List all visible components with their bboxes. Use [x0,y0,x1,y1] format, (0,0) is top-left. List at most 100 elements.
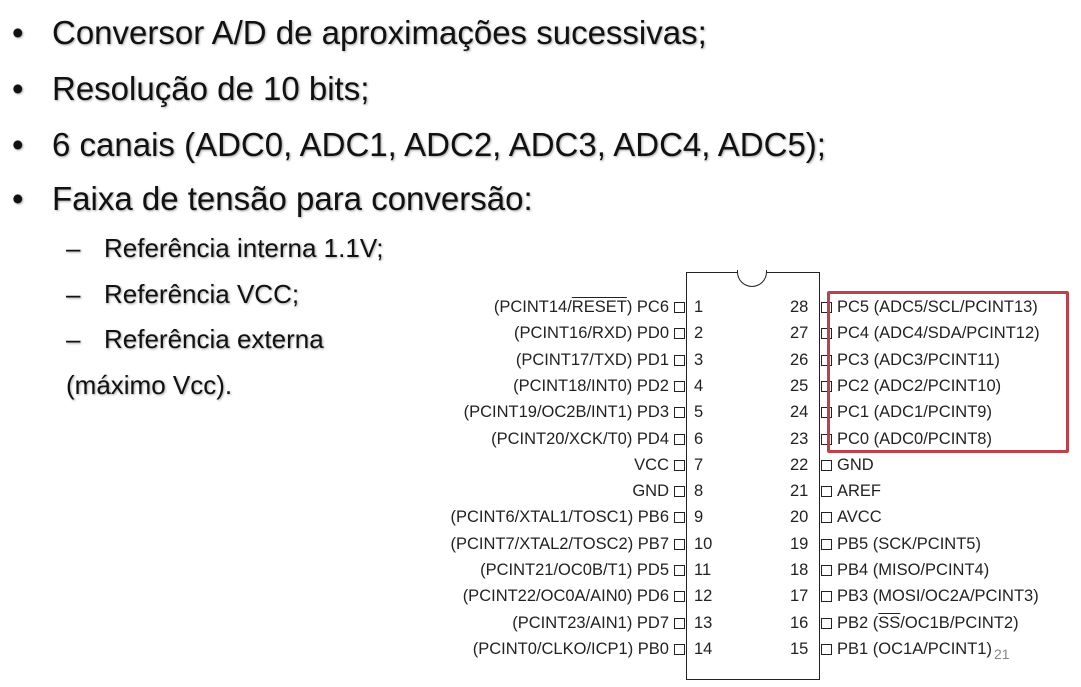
pin-label-text: /OC1B/PCINT2) [900,613,1019,632]
pin-box [821,302,832,313]
dash-glyph: – [66,233,81,263]
pin-box [821,643,832,655]
bullet-glyph: • [12,70,24,107]
pin-label-text: PB3 (MOSI/OC2A/PCINT3) [837,587,1039,606]
dash-glyph: – [66,279,81,309]
pin-box [821,617,832,629]
pin-label: PB3 (MOSI/OC2A/PCINT3) [837,586,1039,606]
pin-box [674,538,685,550]
chip-body [686,272,820,680]
pin-box [674,512,685,524]
pin-label-text: (PCINT6/XTAL1/TOSC1) PB6 [450,508,669,527]
pin-label: (PCINT23/AIN1) PD7 [249,613,669,633]
pin-label: PC3 (ADC3/PCINT11) [837,350,1000,370]
pin-label: (PCINT20/XCK/T0) PD4 [249,429,669,449]
pin-number: 4 [694,376,704,395]
pin-number: 10 [694,534,713,553]
pin-number: 12 [694,587,713,606]
pin-label-text: PB5 (SCK/PCINT5) [837,534,981,553]
pin-label-text: (PCINT18/INT0) PD2 [513,376,669,395]
bullet-glyph: • [12,14,24,51]
pin-box [821,433,832,445]
bullet-text: Resolução de 10 bits; [52,70,370,107]
pin-number: 21 [790,482,809,501]
pin-number: 1 [694,298,704,316]
pin-label-text: PB4 (MISO/PCINT4) [837,561,990,579]
pin-label-text: (PCINT16/RXD) PD0 [514,324,669,343]
bullet-glyph: • [12,180,24,217]
pin-label: (PCINT14/RESET) PC6 [249,297,669,317]
pin-label-text: PC1 (ADC1/PCINT9) [837,403,992,422]
pin-number: 28 [790,298,809,316]
pin-label-text: PB2 ( [837,613,879,632]
pin-number: 23 [790,429,809,448]
pin-label-text: PC4 (ADC4/SDA/PCINT12) [837,324,1040,343]
pin-label-text: (PCINT7/XTAL2/TOSC2) PB7 [450,534,669,553]
pin-number: 11 [694,561,712,579]
pin-label-text: (PCINT14/ [493,298,572,316]
pin-label: (PCINT22/OC0A/AIN0) PD6 [249,586,669,606]
pin-label: (PCINT19/OC2B/INT1) PD3 [249,402,669,422]
pin-label: PB4 (MISO/PCINT4) [837,560,989,580]
slide-number: 21 [994,646,1010,662]
pin-box [674,617,685,629]
pin-number: 8 [694,482,704,501]
pin-label-text: PC3 (ADC3/PCINT11) [837,350,1000,369]
pin-label: (PCINT6/XTAL1/TOSC1) PB6 [249,507,669,527]
pin-box [821,512,832,524]
pin-label-text: (PCINT23/AIN1) PD7 [512,613,669,632]
pin-box [674,459,685,471]
adc-pins-highlight [827,291,1069,453]
pin-number: 6 [694,429,704,448]
pin-label: PC4 (ADC4/SDA/PCINT12) [837,323,1040,343]
pin-number: 20 [790,508,809,527]
pin-label-text: (PCINT21/OC0B/T1) PD5 [480,561,669,579]
pin-label: GND [837,455,874,475]
bullet-item: • Faixa de tensão para conversão: [12,180,533,218]
pin-box [674,328,685,340]
pin-number: 24 [790,403,809,422]
pin-number: 18 [790,561,809,579]
pin-label: GND [249,481,669,501]
pin-number: 26 [790,350,809,369]
pin-label-text: (PCINT0/CLKO/ICP1) PB0 [472,639,669,658]
pin-label-text: PC2 (ADC2/PCINT10) [837,376,1002,395]
pin-label-text: GND [632,482,669,501]
pin-label: VCC [249,455,669,475]
pin-label: PC5 (ADC5/SCL/PCINT13) [837,297,1038,317]
sub-bullet-text: Referência externa [104,324,324,354]
pin-box [821,407,832,419]
pin-label: (PCINT0/CLKO/ICP1) PB0 [249,639,669,659]
bullet-text: 6 canais (ADC0, ADC1, ADC2, ADC3, ADC4, … [52,126,826,163]
sub-bullet-text: Referência VCC; [104,279,300,309]
pin-box [821,459,832,471]
pin-label: PC0 (ADC0/PCINT8) [837,429,992,449]
pin-box [674,433,685,445]
pin-box [821,354,832,366]
pin-label: (PCINT16/RXD) PD0 [249,323,669,343]
sub-bullet-item: – Referência VCC; [66,279,299,310]
pin-label-text: AVCC [837,508,882,527]
pin-number: 17 [790,587,809,606]
pin-label-text: (PCINT22/OC0A/AIN0) PD6 [462,587,669,606]
pin-label-overline-text: RESET [571,298,627,316]
pin-label: (PCINT18/INT0) PD2 [249,376,669,396]
pin-label: (PCINT7/XTAL2/TOSC2) PB7 [249,534,669,554]
pin-number: 15 [790,639,809,658]
pin-box [674,486,685,498]
pin-number: 3 [694,350,704,369]
pin-number: 25 [790,376,809,395]
pin-label: AVCC [837,507,882,527]
pin-box [674,302,685,313]
pin-label-text: ) PC6 [626,298,669,316]
pin-number: 13 [694,613,713,632]
pin-number: 14 [694,639,713,658]
pin-number: 22 [790,455,809,474]
bullet-text: Conversor A/D de aproximações sucessivas… [52,14,707,51]
pin-box [674,407,685,419]
pin-number: 27 [790,324,809,343]
pin-box [674,380,685,392]
pin-box [674,565,685,576]
pin-box [821,328,832,340]
pin-number: 19 [790,534,809,553]
